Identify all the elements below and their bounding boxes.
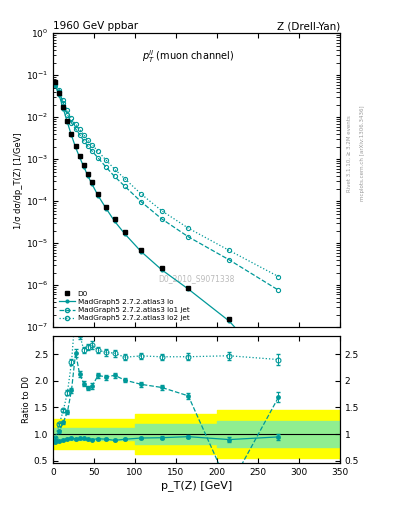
MadGraph5 2.7.2.atlas3 lo2 jet <box>104 157 109 163</box>
Text: 1960 GeV ppbar: 1960 GeV ppbar <box>53 21 138 31</box>
MadGraph5 2.7.2.atlas3 lo <box>276 372 281 378</box>
MadGraph5 2.7.2.atlas3 lo1 jet <box>186 233 191 240</box>
D0 <box>61 103 66 110</box>
MadGraph5 2.7.2.atlas3 lo1 jet <box>86 143 90 150</box>
D0 <box>90 179 94 185</box>
MadGraph5 2.7.2.atlas3 lo2 jet <box>86 137 90 143</box>
Text: mcplots.cern.ch [arXiv:1306.3436]: mcplots.cern.ch [arXiv:1306.3436] <box>360 106 365 201</box>
D0 <box>81 162 86 168</box>
MadGraph5 2.7.2.atlas3 lo1 jet <box>81 138 86 144</box>
MadGraph5 2.7.2.atlas3 lo1 jet <box>73 126 78 132</box>
Text: Rivet 3.1.10, ≥ 3.2M events: Rivet 3.1.10, ≥ 3.2M events <box>347 115 352 192</box>
MadGraph5 2.7.2.atlas3 lo2 jet <box>57 87 62 93</box>
MadGraph5 2.7.2.atlas3 lo2 jet <box>227 247 231 253</box>
MadGraph5 2.7.2.atlas3 lo2 jet <box>123 176 127 182</box>
MadGraph5 2.7.2.atlas3 lo <box>57 92 62 98</box>
MadGraph5 2.7.2.atlas3 lo <box>73 144 78 151</box>
D0 <box>77 153 82 159</box>
MadGraph5 2.7.2.atlas3 lo <box>61 105 66 112</box>
MadGraph5 2.7.2.atlas3 lo1 jet <box>104 164 109 170</box>
D0 <box>69 131 74 137</box>
MadGraph5 2.7.2.atlas3 lo <box>65 119 70 125</box>
D0 <box>57 90 62 96</box>
MadGraph5 2.7.2.atlas3 lo1 jet <box>90 148 94 154</box>
Line: MadGraph5 2.7.2.atlas3 lo2 jet: MadGraph5 2.7.2.atlas3 lo2 jet <box>53 81 281 279</box>
MadGraph5 2.7.2.atlas3 lo1 jet <box>96 155 101 161</box>
MadGraph5 2.7.2.atlas3 lo <box>86 173 90 179</box>
D0 <box>96 191 101 197</box>
MadGraph5 2.7.2.atlas3 lo <box>186 286 191 292</box>
MadGraph5 2.7.2.atlas3 lo1 jet <box>123 183 127 189</box>
MadGraph5 2.7.2.atlas3 lo2 jet <box>96 148 101 155</box>
MadGraph5 2.7.2.atlas3 lo1 jet <box>57 89 62 95</box>
MadGraph5 2.7.2.atlas3 lo2 jet <box>61 97 66 103</box>
X-axis label: p_T(Z) [GeV]: p_T(Z) [GeV] <box>161 480 232 491</box>
MadGraph5 2.7.2.atlas3 lo2 jet <box>69 115 74 121</box>
Line: MadGraph5 2.7.2.atlas3 lo1 jet: MadGraph5 2.7.2.atlas3 lo1 jet <box>53 82 281 292</box>
MadGraph5 2.7.2.atlas3 lo <box>104 206 109 212</box>
MadGraph5 2.7.2.atlas3 lo <box>69 132 74 138</box>
MadGraph5 2.7.2.atlas3 lo1 jet <box>77 132 82 138</box>
MadGraph5 2.7.2.atlas3 lo2 jet <box>81 132 86 138</box>
MadGraph5 2.7.2.atlas3 lo1 jet <box>65 112 70 118</box>
Y-axis label: Ratio to D0: Ratio to D0 <box>22 376 31 423</box>
MadGraph5 2.7.2.atlas3 lo2 jet <box>65 108 70 114</box>
MadGraph5 2.7.2.atlas3 lo <box>90 181 94 187</box>
D0 <box>139 247 143 253</box>
D0 <box>65 118 70 124</box>
MadGraph5 2.7.2.atlas3 lo2 jet <box>139 191 143 197</box>
MadGraph5 2.7.2.atlas3 lo1 jet <box>61 100 66 106</box>
Text: D0_2010_S9071338: D0_2010_S9071338 <box>158 274 235 283</box>
MadGraph5 2.7.2.atlas3 lo2 jet <box>73 121 78 127</box>
D0 <box>186 285 191 291</box>
MadGraph5 2.7.2.atlas3 lo1 jet <box>69 120 74 126</box>
MadGraph5 2.7.2.atlas3 lo2 jet <box>186 225 191 231</box>
MadGraph5 2.7.2.atlas3 lo1 jet <box>227 257 231 263</box>
MadGraph5 2.7.2.atlas3 lo2 jet <box>276 273 281 280</box>
Line: MadGraph5 2.7.2.atlas3 lo: MadGraph5 2.7.2.atlas3 lo <box>53 83 281 377</box>
D0 <box>276 371 281 377</box>
MadGraph5 2.7.2.atlas3 lo1 jet <box>139 199 143 205</box>
MadGraph5 2.7.2.atlas3 lo <box>112 218 117 224</box>
MadGraph5 2.7.2.atlas3 lo2 jet <box>53 80 57 87</box>
MadGraph5 2.7.2.atlas3 lo1 jet <box>276 287 281 293</box>
D0 <box>112 216 117 222</box>
D0 <box>159 265 164 271</box>
MadGraph5 2.7.2.atlas3 lo2 jet <box>77 126 82 132</box>
Text: Z (Drell-Yan): Z (Drell-Yan) <box>277 21 340 31</box>
MadGraph5 2.7.2.atlas3 lo <box>139 248 143 254</box>
D0 <box>86 171 90 177</box>
D0 <box>123 229 127 235</box>
MadGraph5 2.7.2.atlas3 lo <box>227 318 231 324</box>
MadGraph5 2.7.2.atlas3 lo2 jet <box>112 166 117 172</box>
MadGraph5 2.7.2.atlas3 lo <box>77 155 82 161</box>
MadGraph5 2.7.2.atlas3 lo1 jet <box>53 81 57 88</box>
Legend: D0, MadGraph5 2.7.2.atlas3 lo, MadGraph5 2.7.2.atlas3 lo1 jet, MadGraph5 2.7.2.a: D0, MadGraph5 2.7.2.atlas3 lo, MadGraph5… <box>57 288 191 324</box>
Y-axis label: 1/σ dσ/dp_T(Z) [1/GeV]: 1/σ dσ/dp_T(Z) [1/GeV] <box>14 132 23 228</box>
MadGraph5 2.7.2.atlas3 lo <box>81 164 86 170</box>
D0 <box>104 204 109 210</box>
MadGraph5 2.7.2.atlas3 lo1 jet <box>159 216 164 222</box>
MadGraph5 2.7.2.atlas3 lo <box>53 82 57 88</box>
Text: $p_T^{ll}$ (muon channel): $p_T^{ll}$ (muon channel) <box>142 48 234 65</box>
D0 <box>227 316 231 322</box>
Line: D0: D0 <box>53 80 281 377</box>
MadGraph5 2.7.2.atlas3 lo <box>96 193 101 199</box>
D0 <box>73 143 78 149</box>
MadGraph5 2.7.2.atlas3 lo1 jet <box>112 174 117 180</box>
MadGraph5 2.7.2.atlas3 lo2 jet <box>90 142 94 148</box>
MadGraph5 2.7.2.atlas3 lo <box>123 231 127 237</box>
MadGraph5 2.7.2.atlas3 lo <box>159 267 164 273</box>
D0 <box>53 79 57 86</box>
MadGraph5 2.7.2.atlas3 lo2 jet <box>159 208 164 214</box>
